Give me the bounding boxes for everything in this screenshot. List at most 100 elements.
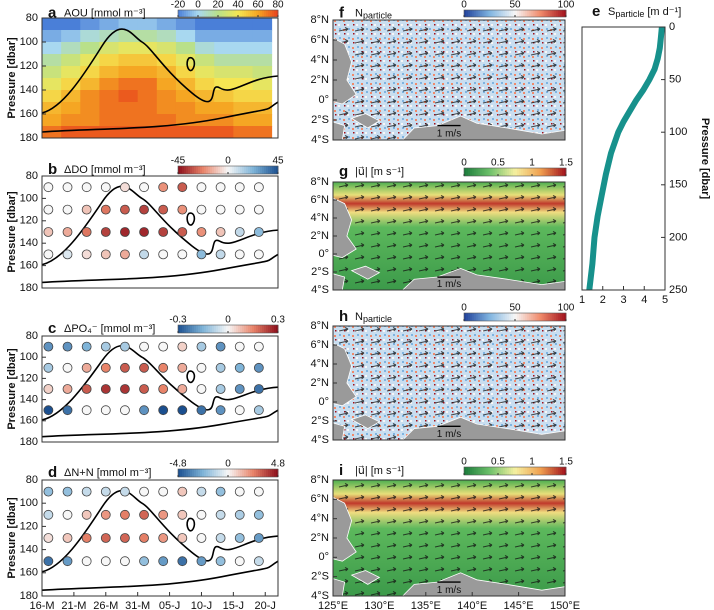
- colorbar-step: [504, 168, 508, 176]
- y-tick-label: 80: [26, 170, 38, 182]
- colorbar-step: [547, 313, 551, 321]
- land: [402, 416, 565, 440]
- sample-point: [100, 509, 111, 520]
- colorbar-step: [204, 10, 207, 17]
- colorbar-step: [486, 467, 489, 475]
- sample-point: [215, 405, 226, 416]
- colorbar-step: [184, 166, 187, 174]
- y-tick-label: 180: [20, 590, 38, 602]
- sample-point: [139, 204, 149, 215]
- heat-cell: [195, 30, 215, 43]
- sample-point: [139, 405, 149, 416]
- sample-point: [158, 249, 169, 260]
- colorbar-step: [266, 325, 269, 333]
- colorbar-step: [519, 467, 522, 475]
- colorbar-step: [256, 166, 259, 174]
- sample-point: [196, 204, 207, 215]
- colorbar-step: [230, 166, 233, 174]
- colorbar-step: [482, 10, 485, 17]
- heat-cell: [252, 114, 273, 127]
- panel-letter: g: [339, 163, 348, 180]
- colorbar-tick-label: 80: [272, 0, 284, 11]
- sample-point: [100, 362, 111, 373]
- plot-area: [42, 182, 278, 283]
- sample-point: [253, 182, 264, 193]
- sample-point: [196, 341, 207, 352]
- colorbar-step: [226, 469, 229, 477]
- colorbar-step: [214, 10, 217, 17]
- heat-cell: [156, 18, 177, 31]
- colorbar-step: [557, 313, 561, 321]
- colorbar-step: [551, 467, 555, 475]
- heat-cell: [42, 30, 62, 43]
- colorbar-step: [186, 10, 189, 17]
- sample-point: [100, 533, 111, 543]
- colorbar-step: [474, 313, 477, 321]
- heat-cell: [137, 78, 158, 91]
- colorbar-step: [258, 166, 261, 174]
- colorbar-step: [506, 168, 510, 176]
- sample-point: [177, 384, 188, 394]
- heat-cell: [137, 102, 158, 115]
- colorbar-step: [555, 467, 559, 475]
- colorbar-tick-label: 45: [272, 156, 284, 167]
- colorbar-step: [266, 166, 269, 174]
- land: [402, 267, 565, 290]
- heat-cell: [42, 114, 62, 127]
- y-tick-label: 80: [26, 330, 38, 342]
- heat-cell: [99, 42, 120, 55]
- contour: [42, 254, 278, 282]
- y-tick-label: 120: [20, 60, 38, 72]
- heat-cell: [156, 78, 177, 91]
- colorbar-step: [466, 168, 469, 176]
- colorbar-tick-label: 100: [558, 303, 575, 314]
- heat-cell: [61, 18, 81, 31]
- colorbar-step: [214, 469, 217, 477]
- colorbar-step: [482, 467, 485, 475]
- colorbar-step: [222, 166, 225, 174]
- colorbar-tick-label: 1: [529, 457, 535, 468]
- sample-point: [62, 182, 73, 193]
- plot-area: [42, 486, 278, 590]
- plot-area: [42, 341, 278, 437]
- colorbar-step: [561, 10, 565, 17]
- colorbar-step: [470, 467, 473, 475]
- colorbar-step: [494, 313, 498, 321]
- colorbar-step: [266, 469, 269, 477]
- colorbar-step: [222, 469, 225, 477]
- colorbar-step: [240, 166, 243, 174]
- sample-point: [120, 486, 130, 497]
- colorbar-step: [498, 10, 502, 17]
- y-tick-label: 0°: [318, 94, 329, 106]
- colorbar-step: [262, 325, 265, 333]
- y-tick-label: 80: [26, 474, 38, 486]
- colorbar-step: [180, 10, 183, 17]
- colorbar-step: [276, 166, 279, 174]
- colorbar-step: [260, 469, 263, 477]
- y-axis-label: Pressure [dbar]: [6, 191, 18, 273]
- heat-cell: [137, 18, 158, 31]
- land: [333, 578, 346, 596]
- sample-point: [100, 556, 111, 567]
- sample-point: [196, 384, 207, 394]
- colorbar-step: [220, 469, 223, 477]
- colorbar-step: [204, 469, 207, 477]
- colorbar-step: [506, 10, 510, 17]
- heat-cell: [233, 42, 253, 55]
- colorbar-step: [476, 467, 479, 475]
- y-tick-label: 160: [20, 260, 38, 272]
- colorbar-step: [519, 313, 522, 321]
- colorbar-step: [256, 325, 259, 333]
- colorbar-step: [484, 467, 487, 475]
- sample-point: [215, 227, 226, 237]
- colorbar-step: [184, 469, 187, 477]
- title-part: particle: [615, 9, 644, 19]
- colorbar-step: [521, 168, 524, 176]
- colorbar-step: [238, 10, 241, 17]
- sample-point: [120, 405, 130, 416]
- sample-point: [158, 556, 169, 567]
- colorbar-step: [510, 10, 514, 17]
- colorbar-step: [254, 325, 257, 333]
